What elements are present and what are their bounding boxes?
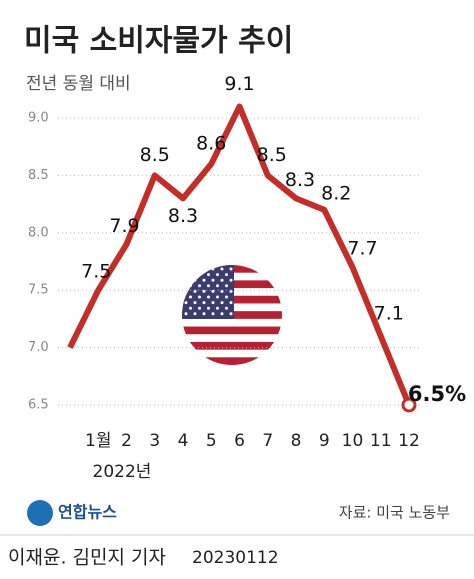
flag-star [193,267,197,271]
flag-star [189,295,192,299]
x-tick-label: 2 [121,431,132,451]
value-label: 8.3 [285,169,315,191]
flag-star [216,306,219,310]
credit: 이재윤. 김민지 기자 [8,547,166,569]
flag-star [220,278,224,282]
flag-star [202,312,206,316]
flag-star [184,278,188,282]
flag-star [202,278,206,282]
value-label: 8.3 [168,205,198,227]
flag-star [225,295,228,299]
flag-star [202,267,206,271]
logo: 연합뉴스 [58,503,117,522]
flag-star [198,284,201,288]
value-label: 8.5 [140,144,170,166]
x-tick-label: 3 [149,431,160,451]
flag-star [229,267,233,271]
flag-star [198,273,201,277]
flag-star [225,273,228,277]
flag-star [220,312,224,316]
value-label: 6.5% [408,382,466,406]
y-tick-label: 7.5 [28,283,49,298]
flag-stripe [182,349,282,358]
x-tick-label: 7 [262,431,273,451]
chart-title: 미국 소비자물가 추이 [24,24,293,59]
y-tick-label: 8.0 [28,225,49,240]
flag-star [193,312,197,316]
value-label: 9.1 [224,73,254,95]
value-label: 7.9 [109,215,139,237]
y-tick-label: 9.0 [28,111,49,126]
us-flag [182,265,282,365]
logo-icon [27,500,53,526]
value-label: 7.5 [81,261,111,283]
x-tick-label: 9 [319,431,330,451]
flag-star [211,312,215,316]
year-label: 2022년 [93,462,152,482]
flag-star [225,284,228,288]
x-tick-label: 10 [342,431,364,451]
value-label: 8.6 [196,132,226,154]
y-tick-label: 6.5 [28,398,49,413]
flag-star [225,306,228,310]
x-tick-label: 12 [398,431,420,451]
flag-star [207,273,210,277]
flag-star [229,312,233,316]
flag-star [193,278,197,282]
flag-stripe [182,318,282,328]
flag-star [229,301,233,305]
value-label: 8.2 [321,182,351,204]
flag-star [198,306,201,310]
x-tick-label: 5 [206,431,217,451]
flag-stripe [182,357,282,365]
flag-star [207,284,210,288]
y-tick-label: 7.0 [28,340,49,355]
flag-star [220,301,224,305]
flag-stripe [182,341,282,351]
flag-stripe [182,326,282,335]
date: 20230112 [192,548,279,568]
flag-star [184,312,188,316]
flag-star [207,306,210,310]
flag-star [211,267,215,271]
x-tick-label: 1월 [85,431,111,451]
value-label: 7.1 [374,303,404,325]
value-label: 8.5 [257,144,287,166]
value-label: 7.7 [347,238,377,260]
y-tick-label: 8.5 [28,168,49,183]
flag-star [202,289,206,293]
flag-star [211,289,215,293]
x-tick-label: 11 [370,431,392,451]
x-tick-label: 8 [291,431,302,451]
flag-star [198,295,201,299]
flag-star [229,278,233,282]
flag-star [216,273,219,277]
x-tick-label: 6 [234,431,245,451]
end-marker [401,397,417,413]
chart-subtitle: 전년 동월 대비 [26,74,131,94]
flag-stripe [182,334,282,343]
flag-star [189,306,192,310]
flag-star [207,295,210,299]
flag-canton [182,265,234,319]
flag-star [216,284,219,288]
flag-star [184,301,188,305]
flag-star [211,301,215,305]
flag-star [193,301,197,305]
flag-star [202,301,206,305]
flag-star [189,273,192,277]
flag-star [216,295,219,299]
line [67,103,412,407]
flag-star [184,267,188,271]
x-tick-label: 4 [178,431,189,451]
flag-star [211,278,215,282]
source: 자료: 미국 노동부 [339,504,450,522]
flag-star [220,267,224,271]
flag-star [189,284,192,288]
